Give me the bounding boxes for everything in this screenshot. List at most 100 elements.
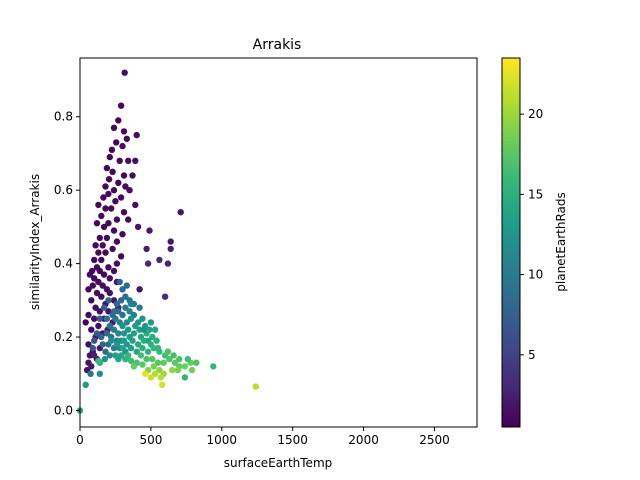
data-point [181, 374, 189, 381]
data-point [95, 249, 102, 256]
data-point [91, 256, 98, 264]
data-point [136, 286, 143, 293]
data-point [157, 374, 164, 381]
data-point [103, 330, 111, 337]
data-point [105, 264, 112, 271]
data-point [147, 374, 155, 381]
data-point [167, 238, 174, 245]
data-point [88, 326, 95, 333]
colorbar-tick-label: 5 [528, 348, 536, 362]
data-point [159, 381, 166, 388]
data-point [136, 304, 143, 311]
data-point [82, 381, 89, 388]
data-point [139, 361, 146, 368]
data-point [119, 322, 126, 330]
data-point [123, 135, 130, 142]
data-point [130, 363, 138, 370]
data-point [156, 366, 163, 374]
data-point [171, 359, 179, 366]
data-point [132, 322, 139, 330]
data-point [210, 363, 217, 370]
data-point [93, 289, 101, 297]
data-point [127, 300, 135, 308]
data-point [143, 245, 150, 253]
data-point [106, 322, 114, 330]
data-point [160, 359, 167, 366]
x-tick-label: 0 [76, 433, 84, 447]
data-point [103, 315, 111, 322]
data-point [120, 330, 128, 337]
colorbar-label: planetEarthRads [554, 192, 568, 291]
data-point [125, 326, 132, 333]
data-point [126, 308, 133, 315]
data-point [115, 179, 122, 186]
data-point [139, 344, 146, 352]
data-point [164, 260, 172, 267]
data-point [144, 348, 152, 355]
x-tick-label: 1000 [207, 433, 238, 447]
data-point [88, 297, 95, 304]
data-point [96, 315, 104, 322]
data-point [105, 190, 112, 198]
data-point [112, 198, 119, 205]
data-point [167, 245, 174, 253]
data-point [117, 194, 125, 201]
y-tick-label: 0.0 [54, 403, 73, 417]
data-point [156, 256, 163, 264]
data-point [119, 231, 126, 238]
data-point [91, 352, 98, 359]
data-point [181, 363, 189, 370]
data-point [129, 172, 136, 179]
data-point [85, 311, 92, 319]
data-point [115, 330, 122, 337]
data-point [117, 102, 125, 109]
data-point [120, 209, 128, 216]
data-point [125, 216, 132, 223]
chart-title: Arrakis [253, 37, 302, 53]
data-point [174, 366, 181, 374]
data-point [82, 319, 89, 326]
data-point [252, 383, 259, 390]
data-point [184, 355, 191, 363]
data-point [105, 220, 112, 227]
data-point [92, 242, 99, 249]
data-point [110, 227, 118, 234]
data-point [89, 282, 97, 289]
data-point [117, 297, 125, 304]
data-point [177, 209, 184, 216]
data-point [110, 308, 118, 315]
data-point [150, 363, 157, 370]
data-point [125, 157, 132, 164]
data-point [146, 227, 153, 234]
x-tick-label: 500 [139, 433, 162, 447]
data-point [149, 355, 156, 363]
points-layer [76, 69, 259, 414]
data-point [99, 341, 106, 348]
data-point [100, 271, 108, 278]
data-point [127, 344, 135, 352]
data-point [122, 304, 129, 311]
data-point [110, 267, 118, 275]
y-axis-label: similarityIndex_Arrakis [28, 174, 42, 310]
data-point [85, 286, 92, 293]
data-point [170, 352, 177, 359]
data-point [99, 282, 106, 289]
data-point [154, 359, 162, 366]
data-point [122, 183, 129, 190]
data-point [85, 341, 92, 348]
data-point [129, 337, 136, 344]
data-point [95, 201, 102, 209]
data-point [87, 370, 94, 377]
colorbar-tick-label: 10 [528, 268, 543, 282]
data-point [99, 242, 106, 249]
data-point [125, 352, 132, 359]
data-point [108, 337, 115, 344]
data-point [93, 220, 101, 227]
data-point [116, 157, 123, 164]
data-point [96, 308, 104, 315]
data-point [122, 293, 129, 300]
data-point [144, 337, 152, 344]
data-point [123, 282, 130, 289]
x-tick-label: 2000 [348, 433, 379, 447]
